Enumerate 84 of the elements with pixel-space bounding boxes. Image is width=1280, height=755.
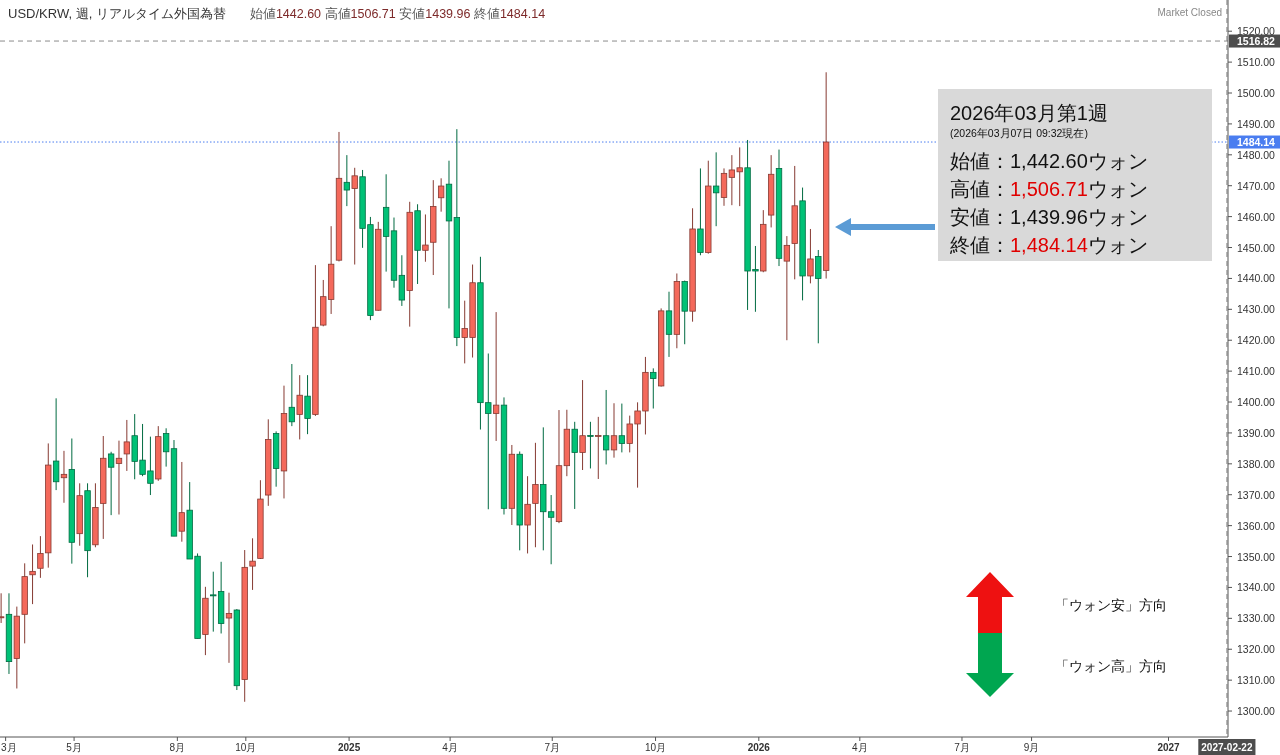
candlestick	[595, 416, 602, 480]
text: USD/KRW, 週, リアルタイム外国為替	[8, 6, 226, 21]
candlestick	[52, 397, 60, 491]
annotation: 2026年03月第1週	[950, 102, 1108, 124]
ref-line-label: 1484.14	[1237, 136, 1276, 149]
candlestick	[107, 451, 115, 516]
y-tick-label: 1360.00	[1237, 519, 1276, 532]
candlestick	[115, 440, 123, 516]
y-tick-label: 1410.00	[1237, 365, 1276, 378]
annotation: 安値：1,439.96ウォン	[950, 206, 1148, 228]
candlestick	[60, 450, 68, 504]
y-tick-label: 1510.00	[1237, 56, 1276, 69]
candlestick	[807, 228, 814, 284]
annotation: 高値：1,506.71ウォン	[950, 178, 1148, 200]
annotation: Market Closed	[1157, 7, 1222, 18]
y-tick-label: 1370.00	[1237, 488, 1276, 501]
y-tick-label: 1380.00	[1237, 457, 1276, 470]
x-tick-label: 4月	[852, 742, 868, 753]
candlestick	[618, 403, 626, 453]
y-tick-label: 1400.00	[1237, 396, 1276, 409]
candlestick	[123, 419, 130, 472]
x-tick-label: 3月	[1, 742, 17, 753]
candlestick	[422, 213, 429, 263]
y-tick-label: 1330.00	[1237, 612, 1276, 625]
y-tick-label: 1480.00	[1237, 148, 1276, 161]
x-tick-label: 5月	[66, 742, 82, 753]
candlestick	[579, 379, 586, 471]
x-tick-label: 7月	[954, 742, 970, 753]
candlestick	[697, 167, 704, 256]
candlestick	[304, 374, 311, 435]
candlestick	[650, 367, 657, 410]
y-tick-label: 1310.00	[1237, 674, 1276, 687]
y-tick-label: 1350.00	[1237, 550, 1276, 563]
y-tick-label: 1450.00	[1237, 241, 1276, 254]
y-tick-label: 1320.00	[1237, 643, 1276, 656]
candlestick	[178, 461, 185, 543]
x-tick-label: 2027	[1157, 742, 1181, 753]
y-tick-label: 1470.00	[1237, 179, 1276, 192]
candlestick	[288, 363, 295, 427]
text: 始値1442.60 高値1506.71 安値1439.96 終値1484.14	[249, 6, 546, 21]
candlestick	[524, 475, 531, 554]
candlestick	[296, 374, 303, 440]
candlestick	[713, 151, 720, 227]
candlestick	[571, 421, 578, 510]
x-tick-label: 2025	[337, 742, 361, 753]
candlestick	[249, 537, 256, 591]
annotation: 「ウォン高」方向	[1055, 658, 1167, 674]
annotation: (2026年03月07日 09:32現在)	[950, 127, 1088, 139]
candlestick	[351, 167, 358, 266]
candlestick	[532, 442, 539, 548]
y-tick-label: 1420.00	[1237, 334, 1276, 347]
y-tick-label: 1440.00	[1237, 272, 1276, 285]
y-tick-label: 1490.00	[1237, 117, 1276, 130]
y-tick-label: 1430.00	[1237, 303, 1276, 316]
y-tick-label: 1500.00	[1237, 87, 1276, 100]
candlestick	[815, 249, 822, 344]
candlestick	[225, 592, 233, 664]
candlestick	[37, 535, 44, 579]
y-tick-label: 1460.00	[1237, 210, 1276, 223]
x-tick-label: 10月	[235, 742, 257, 753]
candlestick	[610, 402, 618, 459]
annotation: 始値：1,442.60ウォン	[950, 150, 1148, 172]
x-tick-label: 10月	[644, 742, 667, 753]
x-tick-label: 4月	[442, 742, 458, 753]
candlestick	[343, 154, 350, 207]
candlestick	[29, 543, 36, 605]
annotation: 「ウォン安」方向	[1055, 597, 1167, 613]
y-tick-label: 1390.00	[1237, 426, 1276, 439]
ref-line-label: 1516.82	[1237, 35, 1276, 48]
candlestick	[587, 421, 594, 469]
annotation: 終値：1,484.14ウォン	[949, 234, 1148, 256]
candlestick	[492, 311, 500, 442]
candlestick	[437, 177, 445, 213]
x-tick-label: 2026	[747, 742, 771, 753]
y-tick-label: 1300.00	[1237, 705, 1276, 718]
x-tick-label: 7月	[544, 742, 561, 753]
candlestick	[665, 291, 673, 358]
y-tick-label: 1340.00	[1237, 581, 1276, 594]
candlestick	[602, 389, 610, 465]
x-tick-label: 9月	[1023, 742, 1040, 753]
ref-line-label: 2027-02-22	[1201, 742, 1253, 753]
candlestick	[783, 235, 791, 341]
y-tick-label: 1520.00	[1237, 25, 1276, 38]
x-tick-label: 8月	[169, 742, 186, 753]
